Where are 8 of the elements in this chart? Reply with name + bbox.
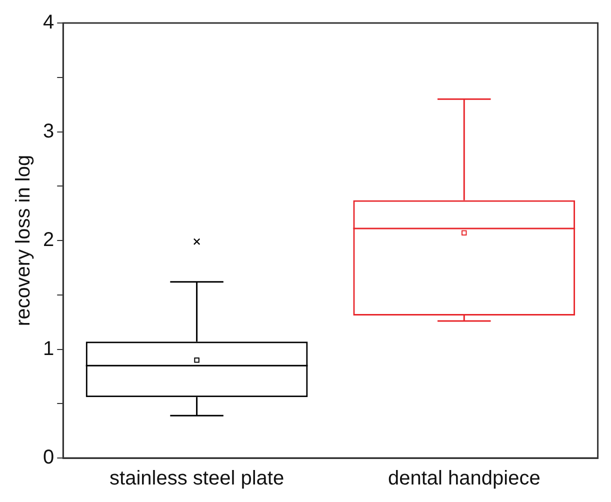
- y-axis-title: recovery loss in log: [12, 154, 35, 326]
- x-tick-label: stainless steel plate: [110, 468, 284, 490]
- y-tick-label: 4: [43, 12, 54, 34]
- y-tick-label: 2: [43, 229, 54, 252]
- x-tick-label: dental handpiece: [388, 468, 540, 490]
- y-tick-label: 0: [43, 446, 54, 469]
- y-tick-label: 1: [43, 338, 54, 360]
- y-tick-label: 3: [43, 120, 54, 142]
